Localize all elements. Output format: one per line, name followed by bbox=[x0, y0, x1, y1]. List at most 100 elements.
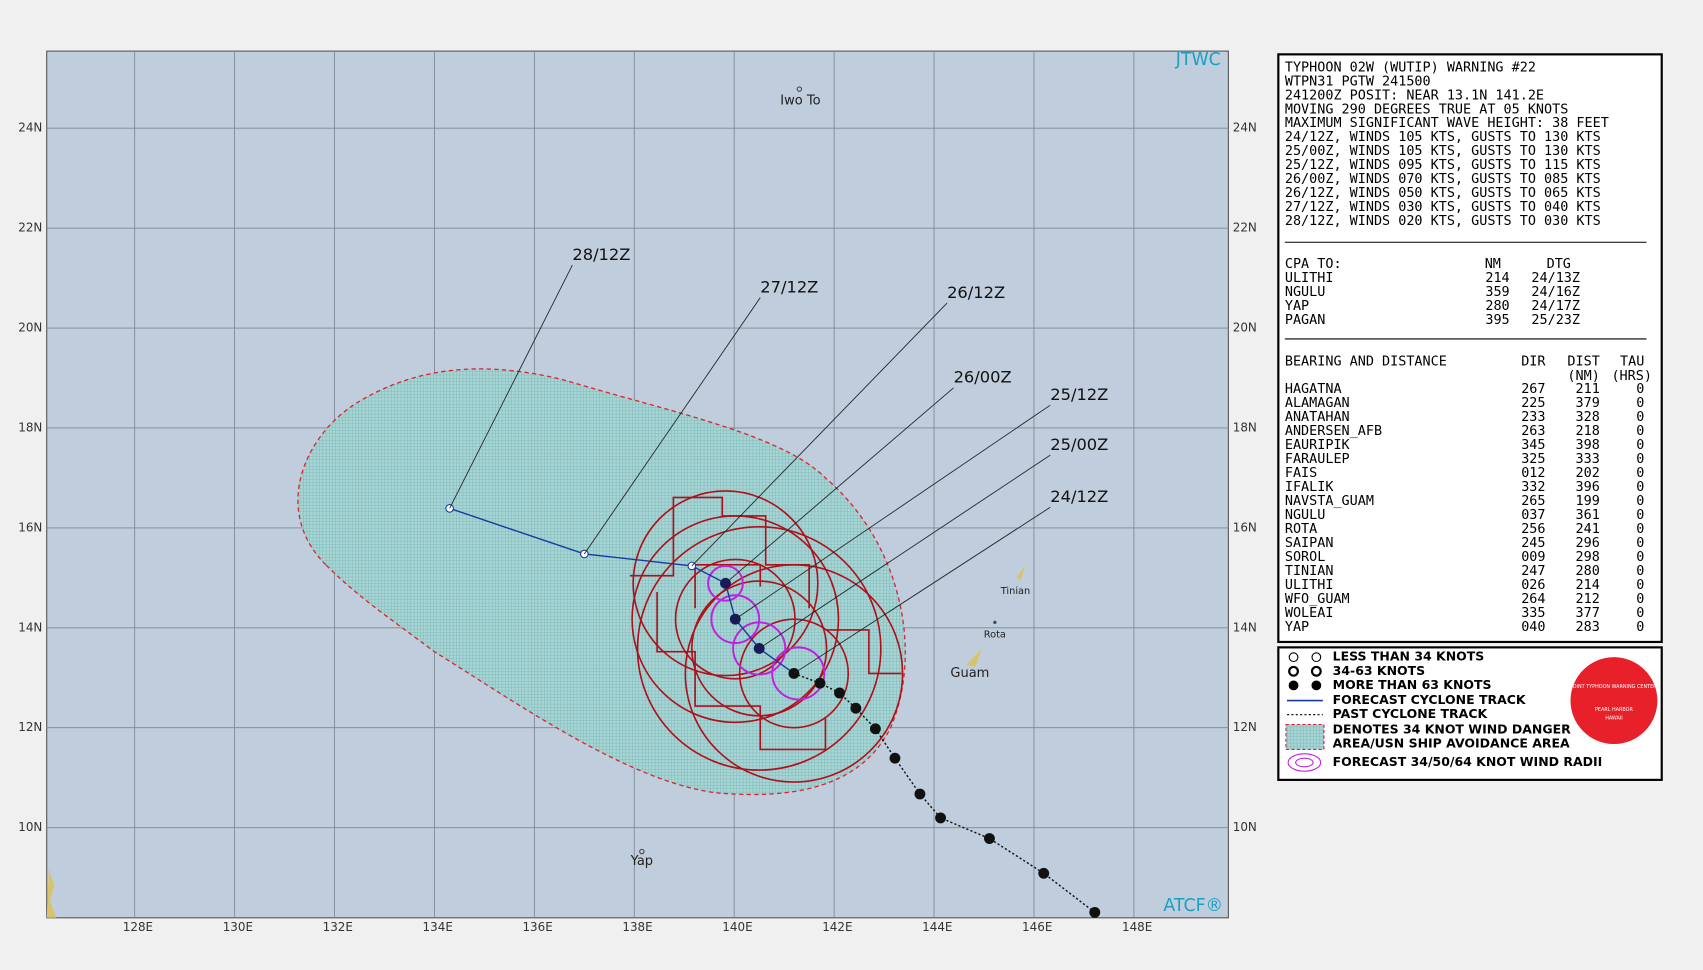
bearing-dist: 298 bbox=[1576, 550, 1600, 565]
forecast-time-label: 26/12Z bbox=[947, 283, 1005, 302]
cpa-name: ULITHI bbox=[1285, 271, 1334, 286]
place-label: Tinian bbox=[1000, 586, 1030, 597]
lat-label: 10N bbox=[18, 820, 42, 834]
wind-radii bbox=[629, 490, 904, 783]
lat-label: 10N bbox=[1233, 820, 1257, 834]
warning-line: 25/12Z, WINDS 095 KTS, GUSTS TO 115 KTS bbox=[1285, 158, 1601, 173]
logo-text: HAWAII bbox=[1605, 715, 1623, 721]
lat-label: 20N bbox=[1233, 321, 1257, 335]
bearing-name: WFO_GUAM bbox=[1285, 592, 1350, 607]
lon-label: 134E bbox=[423, 920, 453, 934]
bearing-name: WOLEAI bbox=[1285, 606, 1334, 621]
label-leaders bbox=[449, 264, 1051, 674]
warning-line: 28/12Z, WINDS 020 KTS, GUSTS TO 030 KTS bbox=[1285, 214, 1601, 229]
atcf-label: ATCF® bbox=[1163, 896, 1223, 916]
bearing-dist: 398 bbox=[1576, 438, 1600, 453]
forecast-time-label: 26/00Z bbox=[954, 368, 1012, 387]
forecast-time-label: 25/00Z bbox=[1050, 435, 1108, 454]
bearing-dir: 264 bbox=[1521, 592, 1545, 607]
legend-item: DENOTES 34 KNOT WIND DANGER bbox=[1333, 721, 1571, 736]
forecast-time-label: 28/12Z bbox=[572, 245, 630, 264]
bearing-dist: 211 bbox=[1576, 382, 1600, 397]
bearing-dist: 218 bbox=[1576, 424, 1600, 439]
lat-label: 18N bbox=[1233, 420, 1257, 434]
lon-label: 132E bbox=[323, 920, 353, 934]
bearing-tau: 0 bbox=[1636, 494, 1644, 509]
bearing-name: NAVSTA_GUAM bbox=[1285, 494, 1374, 509]
lat-label: 24N bbox=[1233, 121, 1257, 135]
cpa-header: DTG bbox=[1547, 257, 1571, 272]
bearing-name: ULITHI bbox=[1285, 578, 1334, 593]
warning-line: 26/12Z, WINDS 050 KTS, GUSTS TO 065 KTS bbox=[1285, 186, 1601, 201]
bearing-tau: 0 bbox=[1636, 480, 1644, 495]
bearing-header: TAU bbox=[1620, 355, 1644, 370]
past-points bbox=[788, 668, 1101, 918]
bearing-dir: 265 bbox=[1521, 494, 1545, 509]
cpa-dtg: 25/23Z bbox=[1531, 313, 1580, 328]
bearing-dist: 202 bbox=[1576, 466, 1600, 481]
bearing-dist: 328 bbox=[1576, 410, 1600, 425]
bearing-name: ALAMAGAN bbox=[1285, 396, 1350, 411]
forecast-time-label: 27/12Z bbox=[760, 277, 818, 296]
bearing-dir: 267 bbox=[1521, 382, 1545, 397]
bearing-dir: 335 bbox=[1521, 606, 1545, 621]
bearing-dist: 283 bbox=[1576, 620, 1600, 635]
bearing-tau: 0 bbox=[1636, 410, 1644, 425]
cpa-dtg: 24/16Z bbox=[1531, 285, 1580, 300]
danger-area bbox=[297, 368, 906, 796]
legend-item: LESS THAN 34 KNOTS bbox=[1333, 649, 1485, 664]
bearing-dir: 256 bbox=[1521, 522, 1545, 537]
bearing-dir: 040 bbox=[1521, 620, 1545, 635]
lat-label: 14N bbox=[1233, 620, 1257, 634]
warning-line: 26/00Z, WINDS 070 KTS, GUSTS TO 085 KTS bbox=[1285, 172, 1601, 187]
bearing-tau: 0 bbox=[1636, 620, 1644, 635]
bearing-dir: 325 bbox=[1521, 452, 1545, 467]
land bbox=[46, 868, 57, 918]
lat-label: 16N bbox=[1233, 520, 1257, 534]
lat-label: 22N bbox=[18, 221, 42, 235]
lon-label: 142E bbox=[822, 920, 852, 934]
bearing-dist: 199 bbox=[1576, 494, 1600, 509]
legend-symbols bbox=[1285, 652, 1658, 772]
lat-label: 12N bbox=[18, 720, 42, 734]
bearing-dist: 214 bbox=[1576, 578, 1600, 593]
bearing-header: BEARING AND DISTANCE bbox=[1285, 355, 1447, 370]
bearing-tau: 0 bbox=[1636, 466, 1644, 481]
lat-label: 12N bbox=[1233, 720, 1257, 734]
bearing-header: DIR bbox=[1521, 355, 1546, 370]
legend-item: MORE THAN 63 KNOTS bbox=[1333, 677, 1492, 692]
bearing-dir: 026 bbox=[1521, 578, 1545, 593]
warning-line: MOVING 290 DEGREES TRUE AT 05 KNOTS bbox=[1285, 102, 1568, 117]
lat-label: 18N bbox=[18, 420, 42, 434]
bearing-tau: 0 bbox=[1636, 438, 1644, 453]
cpa-nm: 359 bbox=[1485, 285, 1509, 300]
bearing-name: EAURIPIK bbox=[1285, 438, 1351, 453]
bearing-tau: 0 bbox=[1636, 536, 1644, 551]
bearing-tau: 0 bbox=[1636, 606, 1644, 621]
bearing-name: NGULU bbox=[1285, 508, 1326, 523]
bearing-dist: 333 bbox=[1576, 452, 1600, 467]
bearing-name: ANATAHAN bbox=[1285, 410, 1350, 425]
bearing-dir: 245 bbox=[1521, 536, 1545, 551]
bearing-dir: 233 bbox=[1521, 410, 1545, 425]
bearing-subheader: (HRS) bbox=[1611, 369, 1652, 384]
place-label: Iwo To bbox=[780, 94, 820, 109]
forecast-time-label: 25/12Z bbox=[1050, 385, 1108, 404]
bearing-dir: 225 bbox=[1521, 396, 1545, 411]
lat-label: 24N bbox=[18, 121, 42, 135]
bearing-name: ROTA bbox=[1285, 522, 1317, 537]
place-label: Yap bbox=[630, 854, 653, 869]
bearing-tau: 0 bbox=[1636, 564, 1644, 579]
lon-label: 140E bbox=[722, 920, 752, 934]
bearing-tau: 0 bbox=[1636, 508, 1644, 523]
bearing-dir: 247 bbox=[1521, 564, 1545, 579]
place-label: Guam bbox=[950, 666, 989, 681]
bearing-tau: 0 bbox=[1636, 578, 1644, 593]
bearing-tau: 0 bbox=[1636, 522, 1644, 537]
bearing-name: SOROL bbox=[1285, 550, 1326, 565]
legend-item: PAST CYCLONE TRACK bbox=[1333, 706, 1489, 721]
warning-line: 24/12Z, WINDS 105 KTS, GUSTS TO 130 KTS bbox=[1285, 130, 1601, 145]
logo-text: PEARL HARBOR bbox=[1595, 707, 1633, 713]
place-markers bbox=[639, 86, 1026, 855]
